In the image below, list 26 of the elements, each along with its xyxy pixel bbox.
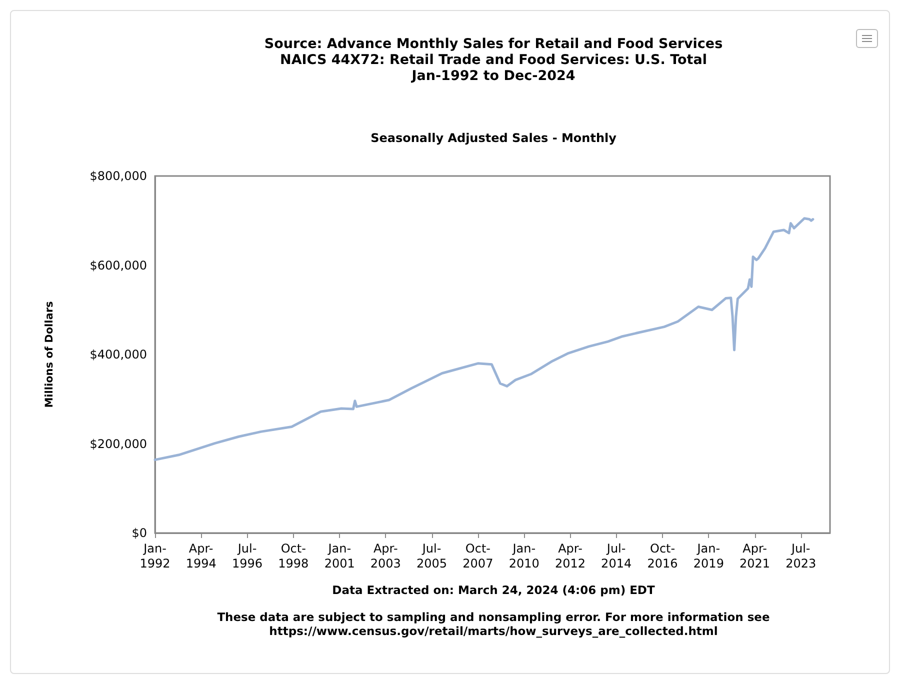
x-tick-label: Apr-2021 <box>739 542 770 570</box>
x-tick-label: Oct-2007 <box>462 542 494 570</box>
chart-subtitle: Seasonally Adjusted Sales - Monthly <box>370 131 618 145</box>
text: Data Extracted on: March 24, 2024 (4:06 pm) EDT <box>331 583 656 597</box>
x-tick-label: Jul-2023 <box>786 542 816 570</box>
y-tick-label: $200,000 <box>90 436 147 451</box>
x-tick-label: Apr-1994 <box>186 542 216 570</box>
text: These data are subject to sampling and nonsampling error. For more information see https://www.census.gov/retail/marts/how_surveys_are_collected.html <box>216 610 771 638</box>
chart-title: Source: Advance Monthly Sales for Retail and Food Services NAICS 44X72: Retail Trade and Food Services: U.S. Total Jan-1992 to Dec-2024 <box>263 36 724 84</box>
x-tick-label: Apr-2003 <box>370 542 401 570</box>
x-tick-label: Oct-1998 <box>278 542 309 570</box>
x-tick-label: Jan-2019 <box>693 542 724 570</box>
y-tick-label: $0 <box>132 526 147 540</box>
x-tick-label: Jul-1996 <box>232 542 263 570</box>
x-tick-label: Oct-2016 <box>647 542 678 570</box>
x-tick-label: Jul-2014 <box>601 542 632 570</box>
x-tick-label: Jan-2010 <box>508 542 540 570</box>
y-axis-title: Millions of Dollars <box>44 301 56 408</box>
y-tick-label: $600,000 <box>90 258 147 272</box>
x-tick-label: Jul-2005 <box>416 542 448 570</box>
y-tick-label: $400,000 <box>90 348 147 362</box>
x-tick-label: Jan-1992 <box>140 542 170 570</box>
x-tick-label: Apr-2012 <box>554 542 586 570</box>
y-tick-label: $800,000 <box>90 169 147 183</box>
x-tick-label: Jan-2001 <box>324 542 355 570</box>
line-series <box>154 217 814 462</box>
